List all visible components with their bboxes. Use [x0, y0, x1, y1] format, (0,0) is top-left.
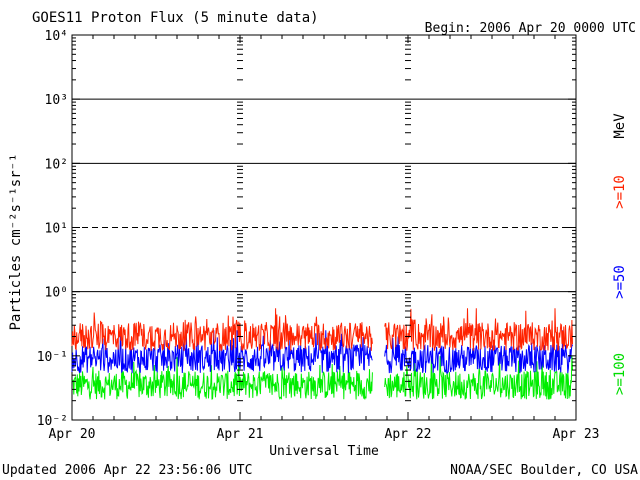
series-lines: [71, 308, 573, 400]
y-tick-label: 10¹: [45, 222, 68, 237]
y-axis-label: Particles cm⁻²s⁻¹sr⁻¹: [8, 153, 24, 330]
day-tick-marks: [237, 37, 411, 402]
series-line: [71, 330, 573, 375]
threshold-lines: [72, 98, 576, 293]
y-tick-label: 10⁴: [45, 29, 68, 44]
legend-series-2: >=100: [612, 353, 628, 395]
x-tick-label: Apr 22: [385, 427, 432, 442]
y-axis-ticks: 10⁻² 10⁻¹ 10⁰ 10¹ 10² 10³ 10⁴: [37, 29, 576, 429]
x-axis-label: Universal Time: [269, 444, 379, 459]
legend-unit: MeV: [612, 113, 628, 139]
source-credit: NOAA/SEC Boulder, CO USA: [450, 463, 638, 478]
y-tick-label: 10²: [45, 157, 68, 172]
y-tick-label: 10⁻¹: [37, 350, 68, 365]
y-tick-label: 10³: [45, 93, 68, 108]
chart-title: GOES11 Proton Flux (5 minute data): [32, 10, 319, 26]
x-tick-label: Apr 23: [553, 427, 600, 442]
legend-series-0: >=10: [612, 175, 628, 209]
legend: MeV >=10 >=50 >=100: [612, 113, 628, 395]
updated-timestamp: Updated 2006 Apr 22 23:56:06 UTC: [2, 463, 252, 478]
begin-time: Begin: 2006 Apr 20 0000 UTC: [425, 21, 636, 36]
y-tick-label: 10⁻²: [37, 414, 68, 429]
x-tick-label: Apr 20: [49, 427, 96, 442]
x-tick-label: Apr 21: [217, 427, 264, 442]
series-line: [71, 308, 573, 352]
legend-series-1: >=50: [612, 265, 628, 299]
x-axis-ticks: Apr 20 Apr 21 Apr 22 Apr 23: [49, 35, 600, 442]
y-tick-label: 10⁰: [45, 286, 68, 301]
